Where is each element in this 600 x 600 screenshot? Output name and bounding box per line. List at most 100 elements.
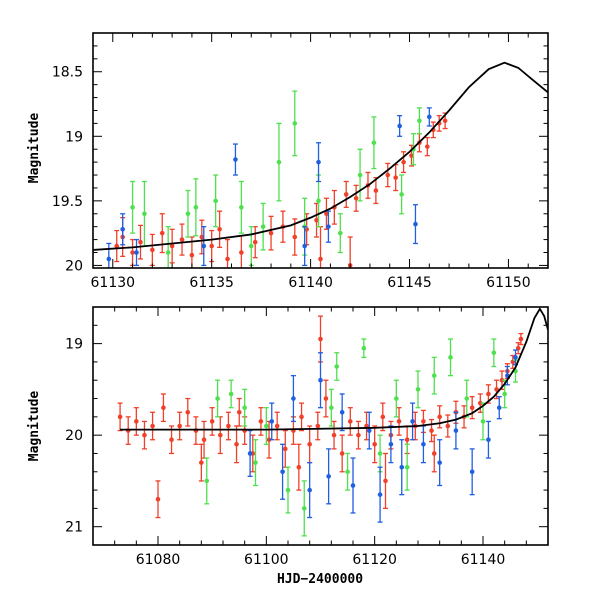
data-point [266,420,272,459]
point-marker [318,336,323,342]
point-marker [437,460,442,465]
data-point [314,202,320,238]
point-marker [323,396,329,401]
point-marker [242,405,247,410]
point-marker [177,423,182,429]
data-point [350,457,356,514]
data-point [282,429,288,468]
data-point [515,342,521,355]
point-marker [106,256,112,262]
series-green [130,90,422,268]
point-marker [380,414,386,420]
point-marker [510,359,516,365]
point-marker [404,464,410,470]
data-point [388,425,394,464]
data-point [323,379,329,418]
point-marker [134,419,139,424]
data-point [215,379,221,418]
data-point [133,407,139,436]
point-marker [486,391,491,397]
point-marker [399,464,405,470]
point-marker [299,414,304,420]
data-point [331,420,337,450]
data-point [494,379,500,400]
data-point [307,425,313,464]
point-marker [225,256,230,262]
point-marker [357,172,363,178]
point-marker [429,428,434,433]
data-point [165,226,171,268]
data-point [396,407,402,436]
data-point [299,402,305,432]
point-marker [445,423,451,429]
data-point [209,407,215,436]
point-marker [339,451,345,456]
data-point [469,448,475,496]
data-point [263,407,269,445]
data-point [424,136,430,157]
y-tick-label: 18.5 [52,65,83,81]
data-point [130,180,136,234]
point-marker [413,221,418,227]
data-point [198,443,204,482]
data-point [416,107,422,135]
point-marker [396,419,402,424]
top-y-axis-label: Magnitude [27,113,42,184]
data-point [437,439,443,487]
data-point [380,402,386,432]
point-marker [217,432,223,438]
data-point [431,356,437,395]
data-point [137,224,143,260]
bottom-panel: 61080 61100 61120 61140 19 20 21 [65,306,549,568]
point-marker [307,487,312,493]
point-marker [394,396,399,401]
data-point [373,176,379,205]
data-point [445,414,451,438]
point-marker [280,469,285,475]
data-point [355,420,361,450]
data-point [339,434,345,473]
point-marker [159,230,165,236]
data-point [193,178,199,237]
point-marker [185,409,191,415]
data-point [307,461,313,519]
point-marker [437,414,442,420]
data-point [120,213,126,246]
point-marker [399,192,404,197]
data-point [117,402,123,432]
top-panel: 61130 61135 61140 61145 61150 18.5 19 19.5 20 [52,32,549,291]
data-point [385,162,391,188]
data-point [201,226,207,267]
point-marker [350,483,356,488]
point-marker [150,423,155,429]
data-point [343,180,349,208]
data-point [260,202,266,251]
point-marker [248,243,254,249]
data-point [217,210,223,248]
data-point [217,416,223,455]
data-point [430,121,436,139]
point-marker [114,243,120,249]
point-marker [292,234,298,240]
data-point [393,164,399,192]
point-marker [236,409,242,415]
point-marker [217,226,222,232]
x-tick-label: 61080 [136,552,181,568]
point-marker [431,373,437,378]
data-point [318,352,323,409]
point-marker [494,387,499,392]
point-marker [353,195,359,201]
data-point [480,402,486,441]
point-marker [442,118,448,124]
data-point [364,411,370,441]
point-marker [185,211,191,217]
data-point [337,213,343,254]
point-marker [410,419,415,424]
point-marker [393,175,398,180]
data-point [518,332,524,346]
series-blue [106,107,432,268]
data-point [252,226,258,259]
point-marker [373,188,379,193]
data-point [149,233,155,267]
